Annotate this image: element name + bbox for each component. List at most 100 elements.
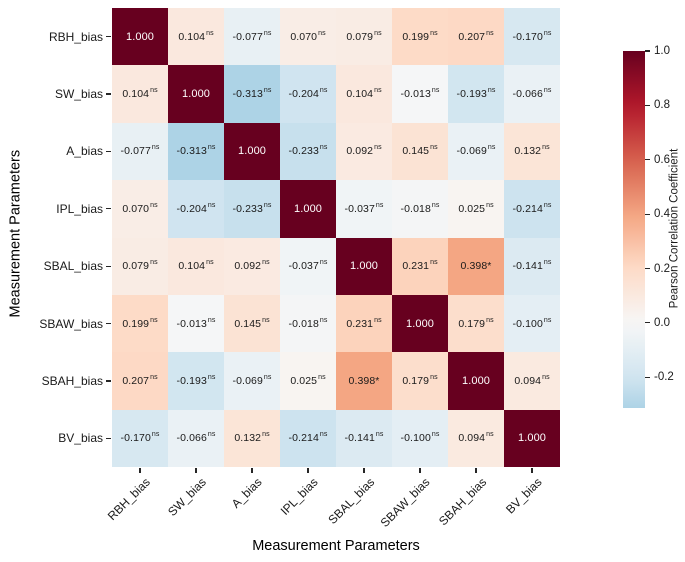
x-tick-mark: [531, 468, 533, 473]
heatmap-cell: -0.193 ns: [448, 65, 504, 123]
heatmap-cell: 1.000: [504, 409, 560, 467]
x-tick-label: SBAL_bias: [325, 475, 377, 527]
x-tick-mark: [307, 468, 309, 473]
heatmap-cell: 0.092 ns: [336, 122, 392, 181]
heatmap-cell: -0.100 ns: [504, 294, 560, 353]
y-tick-label: SBAW_bias: [39, 316, 103, 331]
heatmap-cell: -0.013 ns: [168, 294, 224, 353]
heatmap-cell: -0.069 ns: [224, 352, 280, 410]
heatmap-cell: 0.079 ns: [336, 8, 392, 66]
y-tick-label: SBAH_bias: [41, 373, 103, 388]
heatmap-cell: -0.233 ns: [224, 180, 280, 238]
x-tick-mark: [195, 468, 197, 473]
colorbar-tick-mark: [645, 213, 650, 215]
heatmap-cell: 0.179 ns: [392, 352, 448, 410]
heatmap-cell: 0.145 ns: [224, 294, 280, 353]
heatmap-cell: -0.077 ns: [224, 8, 280, 66]
x-axis-title: Measurement Parameters: [252, 538, 420, 554]
x-tick-label: IPL_bias: [277, 475, 321, 518]
heatmap-cell: 0.398*: [448, 237, 504, 295]
heatmap-cell: 0.092 ns: [224, 237, 280, 295]
heatmap-cell: -0.204 ns: [168, 180, 224, 238]
x-tick-mark: [251, 468, 253, 473]
heatmap-cell: -0.170 ns: [504, 8, 560, 66]
heatmap-cell: -0.018 ns: [392, 180, 448, 238]
heatmap-cell: -0.214 ns: [280, 409, 336, 467]
y-tick-mark: [106, 437, 111, 439]
colorbar-tick-mark: [645, 322, 650, 324]
heatmap-cell: 0.231 ns: [336, 294, 392, 353]
heatmap-cell: -0.069 ns: [448, 122, 504, 181]
colorbar-tick-mark: [645, 267, 650, 270]
colorbar-tick-label: 0.4: [654, 208, 670, 221]
heatmap-cell: -0.066 ns: [504, 65, 560, 123]
heatmap-cell: -0.204 ns: [280, 65, 336, 123]
y-tick-mark: [106, 93, 111, 95]
colorbar-tick-mark: [645, 159, 650, 161]
heatmap-cell: 1.000: [280, 180, 336, 238]
heatmap-cell: 0.104 ns: [168, 237, 224, 295]
heatmap-cell: -0.100 ns: [392, 409, 448, 467]
colorbar-tick-label: 1.0: [654, 45, 670, 57]
colorbar-tick-label: -0.2: [654, 371, 674, 384]
y-tick-mark: [106, 380, 111, 382]
heatmap-cell: -0.037 ns: [280, 237, 336, 295]
heatmap-cell: 0.025 ns: [448, 180, 504, 238]
x-tick-label: RBH_bias: [104, 475, 153, 524]
heatmap-cell: -0.313 ns: [224, 65, 280, 123]
y-tick-mark: [106, 150, 111, 153]
heatmap-cell: 0.079 ns: [112, 237, 168, 295]
x-tick-mark: [363, 468, 365, 473]
heatmap-cell: 1.000: [112, 8, 168, 66]
heatmap-cell: -0.013 ns: [392, 65, 448, 123]
colorbar-tick-mark: [645, 376, 650, 378]
heatmap-cell: 0.104 ns: [112, 65, 168, 123]
x-tick-label: A_bias: [229, 475, 265, 511]
heatmap-cell: 1.000: [336, 237, 392, 295]
y-tick-mark: [106, 265, 111, 267]
y-tick-mark: [106, 322, 111, 325]
y-tick-mark: [106, 36, 111, 38]
x-tick-mark: [139, 468, 141, 473]
heatmap-cell: 0.207 ns: [448, 8, 504, 66]
heatmap-cell: 1.000: [392, 294, 448, 353]
x-tick-mark: [475, 468, 477, 473]
heatmap-cell: -0.214 ns: [504, 180, 560, 238]
heatmap-cell: -0.066 ns: [168, 409, 224, 467]
heatmap-cell: 0.179 ns: [448, 294, 504, 353]
colorbar-tick-label: 0.6: [654, 153, 670, 166]
heatmap-cell: -0.018 ns: [280, 294, 336, 353]
heatmap-cell: -0.233 ns: [280, 122, 336, 181]
heatmap-cell: 0.398*: [336, 352, 392, 410]
heatmap-cell: 0.145 ns: [392, 122, 448, 181]
heatmap-cell: -0.313 ns: [168, 122, 224, 181]
heatmap-cell: 0.025 ns: [280, 352, 336, 410]
x-tick-label: SW_bias: [165, 475, 209, 519]
heatmap-cell: 0.199 ns: [112, 294, 168, 353]
colorbar-tick-label: 0.0: [654, 316, 670, 329]
heatmap-cell: -0.037 ns: [336, 180, 392, 238]
colorbar-label: Pearson Correlation Coefficient: [668, 148, 681, 309]
x-tick-mark: [419, 468, 421, 473]
heatmap-cell: 0.094 ns: [448, 409, 504, 467]
y-tick-label: SW_bias: [54, 87, 103, 102]
heatmap-cell: 1.000: [224, 122, 280, 181]
heatmap-cell: 0.199 ns: [392, 8, 448, 66]
y-axis-title: Measurement Parameters: [7, 149, 24, 318]
colorbar-gradient: [623, 51, 645, 408]
heatmap-cell: 0.132 ns: [504, 122, 560, 181]
heatmap-cell: 1.000: [168, 65, 224, 123]
x-tick-label: SBAH_bias: [435, 475, 489, 529]
x-tick-label: SBAW_bias: [378, 475, 433, 530]
heatmap-cell: 0.104 ns: [168, 8, 224, 66]
x-tick-label: BV_bias: [503, 475, 545, 517]
heatmap-cell: -0.077 ns: [112, 122, 168, 181]
y-tick-mark: [106, 208, 111, 210]
heatmap-cell: 0.231 ns: [392, 237, 448, 295]
heatmap-cell: 0.132 ns: [224, 409, 280, 467]
heatmap-cell: 0.094 ns: [504, 352, 560, 410]
heatmap-cell: -0.193 ns: [168, 352, 224, 410]
colorbar-tick-label: 0.8: [654, 99, 670, 112]
y-tick-label: RBH_bias: [48, 29, 103, 44]
